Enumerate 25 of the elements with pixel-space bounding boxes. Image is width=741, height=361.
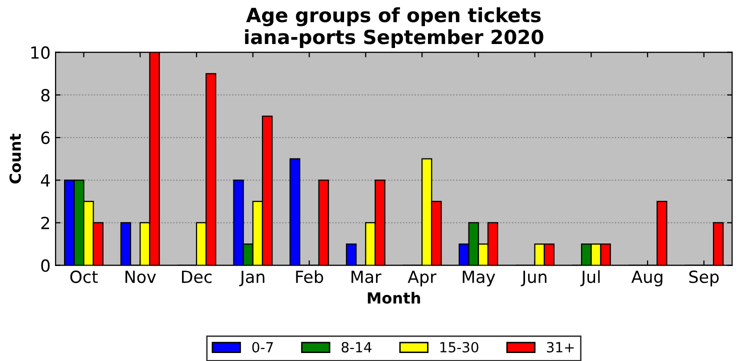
- legend-label: 31+: [546, 342, 574, 352]
- x-tick-label: Jul: [580, 270, 600, 286]
- x-tick-label: Mar: [352, 270, 382, 284]
- x-tick-label: Feb: [296, 270, 324, 284]
- x-tick-label: Oct: [70, 270, 98, 284]
- y-axis-title: Count: [9, 134, 21, 184]
- x-tick-label: Jan: [239, 270, 264, 286]
- legend-label: 15-30: [440, 342, 478, 352]
- legend-label: 0-7: [252, 342, 273, 352]
- x-tick-label: May: [462, 270, 496, 286]
- chart-title: Age groups of open tickets iana-ports September 2020: [245, 7, 544, 48]
- x-tick-label: Dec: [182, 270, 212, 284]
- y-tick-label: 0: [41, 259, 50, 272]
- y-tick-label: 4: [40, 174, 50, 186]
- x-tick-label: Apr: [408, 270, 436, 286]
- x-axis-title: Month: [368, 292, 420, 304]
- legend-label: 8-14: [342, 342, 372, 352]
- y-tick-label: 6: [41, 132, 50, 144]
- x-tick-label: Aug: [631, 270, 662, 286]
- x-tick-label: Nov: [126, 270, 156, 284]
- y-tick-label: 8: [41, 88, 50, 102]
- x-tick-label: Sep: [689, 270, 719, 286]
- y-tick-label: 2: [41, 216, 50, 230]
- x-tick-label: Jun: [520, 270, 546, 286]
- y-tick-label: 10: [31, 46, 50, 59]
